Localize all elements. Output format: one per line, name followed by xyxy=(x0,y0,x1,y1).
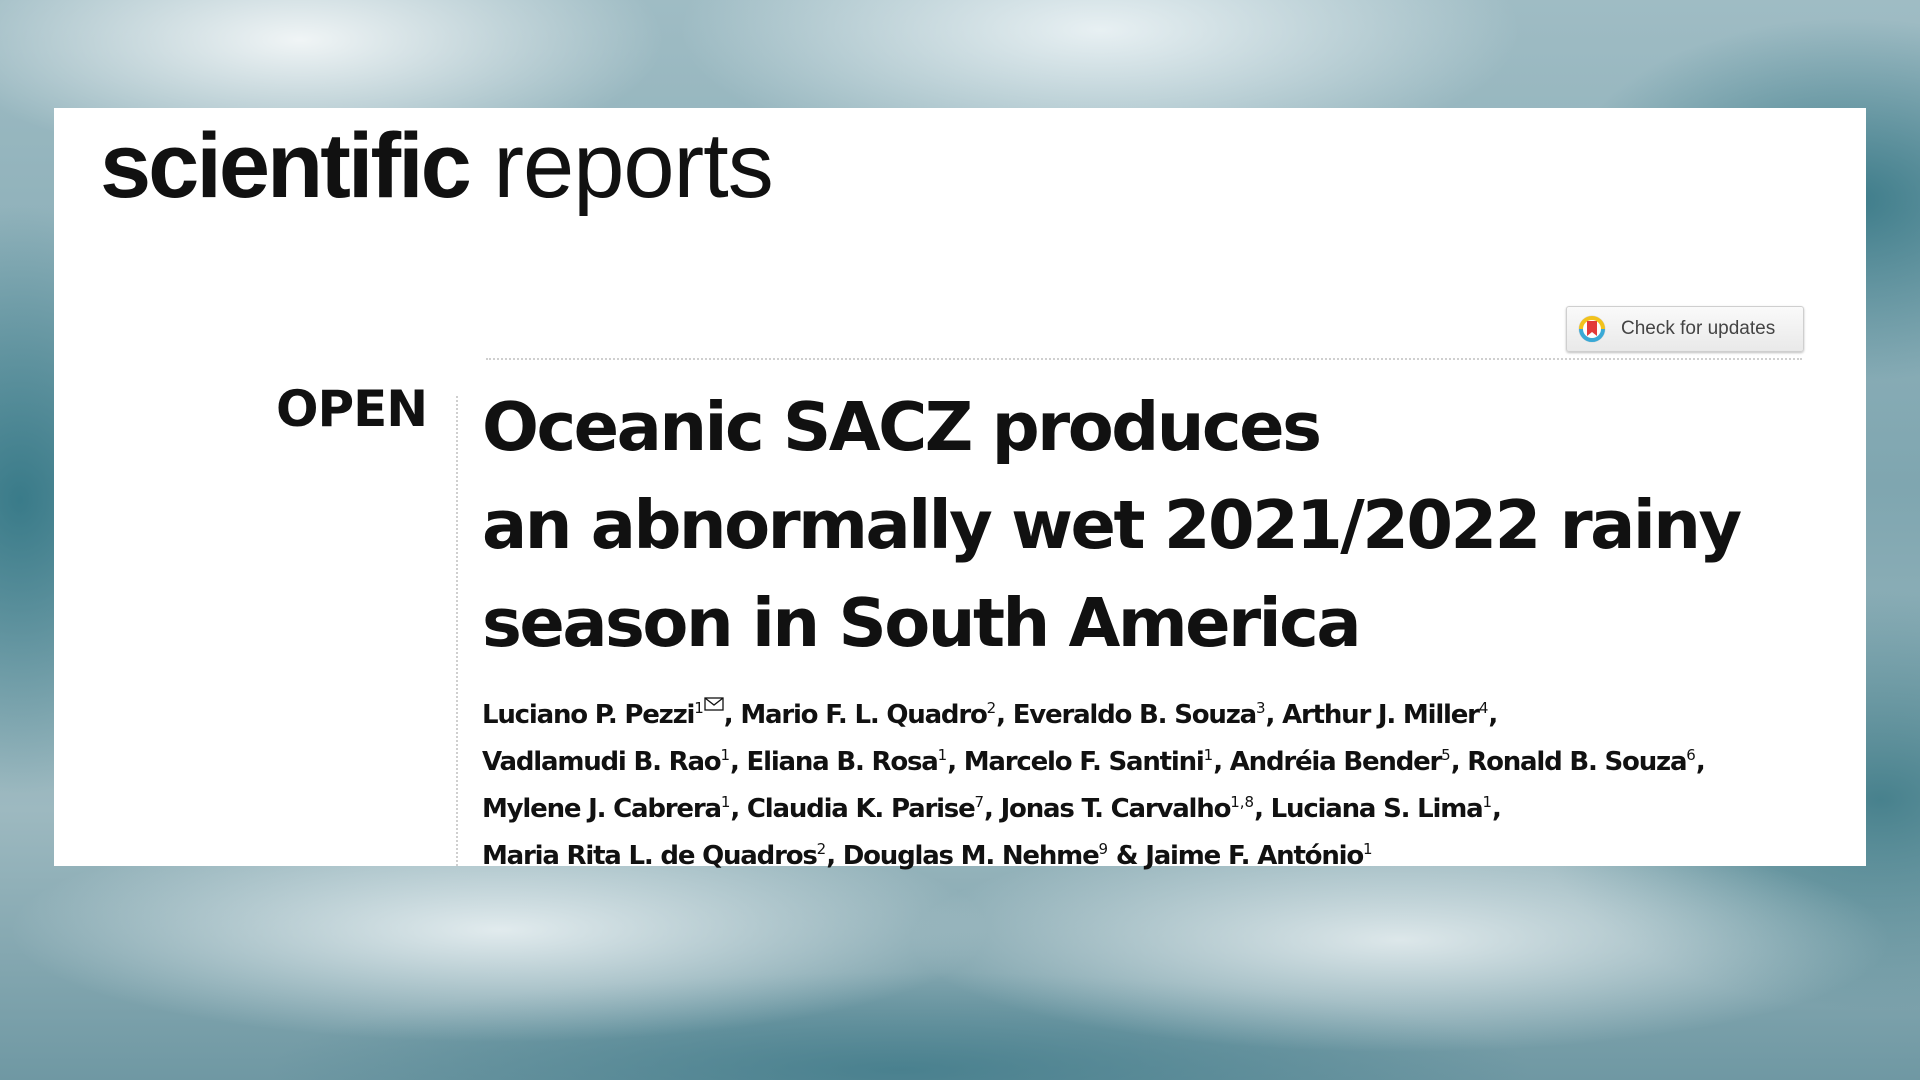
title-line: season in South America xyxy=(482,584,1362,662)
header-divider xyxy=(486,358,1802,360)
article-header-card: scientific reports Check for updates OPE… xyxy=(54,108,1866,871)
author-name[interactable]: Arthur J. Miller xyxy=(1282,700,1480,730)
author-name[interactable]: Jaime F. António xyxy=(1145,841,1364,871)
author-name[interactable]: Vadlamudi B. Rao xyxy=(482,747,722,777)
author-separator: , xyxy=(947,747,964,777)
affiliation-number[interactable]: 1 xyxy=(1363,840,1373,858)
author-name[interactable]: Luciano P. Pezzi xyxy=(482,700,695,730)
author-name[interactable]: Eliana B. Rosa xyxy=(746,747,939,777)
author-list: Luciano P. Pezzi1, Mario F. L. Quadro2, … xyxy=(482,688,1842,876)
affiliation-number[interactable]: 1 xyxy=(694,699,704,717)
affiliation-number[interactable]: 3 xyxy=(1255,699,1266,717)
journal-name-light: reports xyxy=(493,115,773,217)
open-access-label: OPEN xyxy=(276,380,428,438)
affiliation-number[interactable]: 1 xyxy=(720,746,731,764)
journal-name-bold: scientific xyxy=(100,115,472,217)
article-title: Oceanic SACZ produces an abnormally wet … xyxy=(482,378,1852,672)
affiliation-number[interactable]: 9 xyxy=(1098,840,1109,858)
affiliation-number[interactable]: 1 xyxy=(1203,746,1214,764)
author-line: Maria Rita L. de Quadros2, Douglas M. Ne… xyxy=(482,829,1842,876)
affiliation-number[interactable]: 7 xyxy=(974,793,985,811)
author-separator: , xyxy=(730,794,747,824)
author-separator: , xyxy=(826,841,843,871)
author-separator: , xyxy=(1695,747,1706,777)
affiliation-number[interactable]: 1 xyxy=(937,746,948,764)
author-name[interactable]: Mylene J. Cabrera xyxy=(482,794,722,824)
affiliation-number[interactable]: 2 xyxy=(986,699,997,717)
author-separator: , xyxy=(730,747,747,777)
author-line: Vadlamudi B. Rao1, Eliana B. Rosa1, Marc… xyxy=(482,735,1842,782)
author-separator: , xyxy=(1254,794,1271,824)
title-line: an abnormally wet 2021/2022 rainy xyxy=(482,486,1742,564)
author-name[interactable]: Jonas T. Carvalho xyxy=(1000,794,1232,824)
author-separator: , xyxy=(996,700,1013,730)
check-for-updates-label: Check for updates xyxy=(1621,318,1776,339)
affiliation-number[interactable]: 6 xyxy=(1686,746,1696,764)
title-line: Oceanic SACZ produces xyxy=(482,388,1322,466)
author-separator: , xyxy=(1213,747,1230,777)
journal-logo[interactable]: scientific reports xyxy=(100,114,774,219)
affiliation-number[interactable]: 5 xyxy=(1441,746,1451,764)
column-divider xyxy=(456,396,458,866)
author-name[interactable]: Marcelo F. Santini xyxy=(963,747,1205,777)
affiliation-number[interactable]: 2 xyxy=(816,840,827,858)
author-separator: , xyxy=(984,794,1001,824)
author-separator: , xyxy=(1265,700,1283,730)
check-for-updates-button[interactable]: Check for updates xyxy=(1566,306,1804,352)
affiliation-number[interactable]: 1,8 xyxy=(1230,793,1255,811)
author-separator: , xyxy=(1492,794,1502,824)
author-name[interactable]: Claudia K. Parise xyxy=(746,794,976,824)
author-name[interactable]: Mario F. L. Quadro xyxy=(740,700,987,730)
author-name[interactable]: Luciana S. Lima xyxy=(1270,794,1484,824)
affiliation-number[interactable]: 1 xyxy=(720,793,731,811)
author-name[interactable]: Maria Rita L. de Quadros xyxy=(482,841,818,871)
author-name[interactable]: Ronald B. Souza xyxy=(1467,747,1687,777)
author-line: Luciano P. Pezzi1, Mario F. L. Quadro2, … xyxy=(482,688,1842,735)
affiliation-number[interactable]: 1 xyxy=(1482,793,1493,811)
crossmark-icon xyxy=(1578,315,1606,343)
author-separator: , xyxy=(1450,747,1468,777)
author-name[interactable]: Everaldo B. Souza xyxy=(1012,700,1257,730)
author-separator: & xyxy=(1108,841,1146,871)
author-name[interactable]: Douglas M. Nehme xyxy=(842,841,1100,871)
affiliation-number[interactable]: 4 xyxy=(1478,699,1489,717)
author-line: Mylene J. Cabrera1, Claudia K. Parise7, … xyxy=(482,782,1842,829)
author-name[interactable]: Andréia Bender xyxy=(1229,747,1443,777)
author-separator: , xyxy=(1488,700,1498,730)
author-separator: , xyxy=(723,700,741,730)
envelope-icon[interactable] xyxy=(704,697,724,711)
